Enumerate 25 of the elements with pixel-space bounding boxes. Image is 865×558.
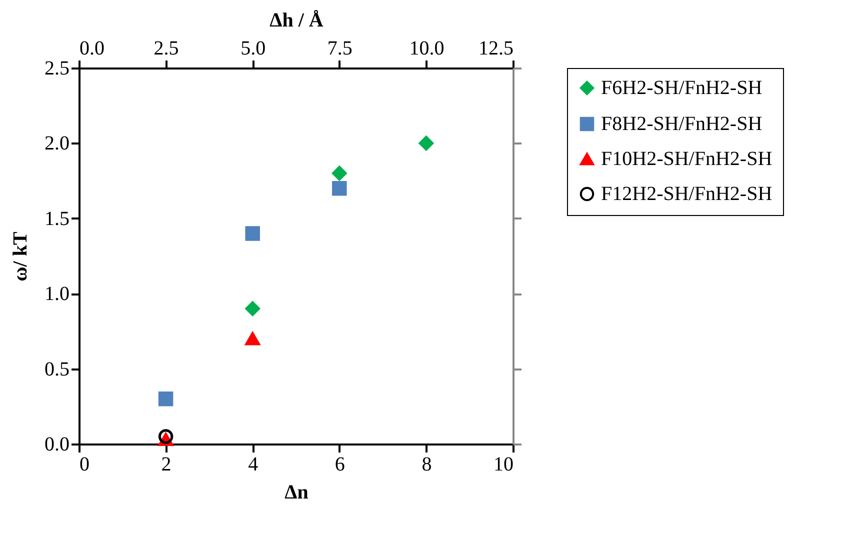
legend-label: F6H2-SH/FnH2-SH bbox=[601, 77, 762, 99]
y-tick-label: 0.5 bbox=[44, 358, 70, 380]
x2-tick-label: 0.0 bbox=[80, 38, 104, 60]
x-tick-label: 6 bbox=[334, 454, 345, 476]
x2-tick-label: 10.0 bbox=[409, 38, 444, 60]
y-tick-label: 1.5 bbox=[44, 208, 70, 230]
y-tick-label: 0.0 bbox=[44, 434, 70, 456]
x2-tick-label: 7.5 bbox=[327, 38, 352, 60]
y-tick-label: 2.5 bbox=[44, 58, 70, 80]
y-tick-label: 1.0 bbox=[44, 283, 70, 306]
legend-label: F8H2-SH/FnH2-SH bbox=[601, 113, 762, 135]
x2-axis-title: Δh / Å bbox=[270, 10, 324, 32]
x-tick-label: 10 bbox=[494, 454, 514, 476]
y-tick-label: 2.0 bbox=[44, 132, 70, 155]
y-axis-title: ω/ kT bbox=[10, 231, 32, 282]
legend-label: F10H2-SH/FnH2-SH bbox=[601, 148, 772, 170]
x2-tick-label: 12.5 bbox=[478, 38, 514, 60]
x-tick-label: 4 bbox=[248, 454, 258, 476]
legend-label: F12H2-SH/FnH2-SH bbox=[601, 183, 772, 205]
x-tick-label: 2 bbox=[161, 454, 172, 476]
x-tick-label: 0 bbox=[80, 454, 90, 476]
x-axis-title: Δn bbox=[284, 482, 308, 504]
x-tick-label: 8 bbox=[422, 454, 432, 476]
x2-tick-label: 5.0 bbox=[240, 38, 266, 60]
x2-tick-label: 2.5 bbox=[154, 38, 179, 60]
